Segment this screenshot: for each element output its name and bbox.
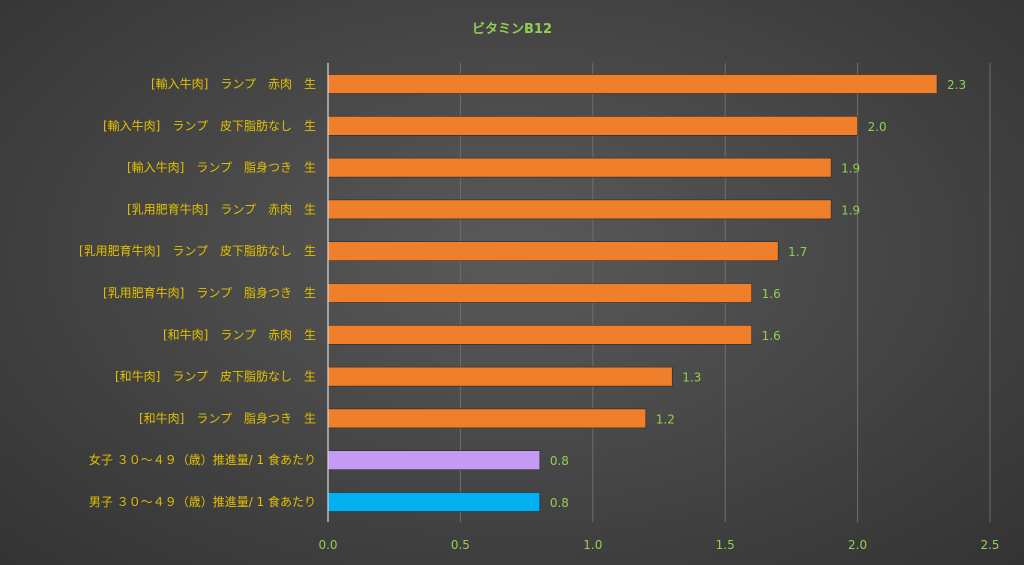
data-label: 0.8 [550,496,569,510]
bars [327,74,938,512]
bar [327,157,832,178]
x-tick-label: 1.5 [716,538,735,552]
data-label: 2.0 [868,120,887,134]
data-label: 0.8 [550,454,569,468]
bar [327,241,779,261]
category-labels: [輸入牛肉] ランプ 赤肉 生 [輸入牛肉] ランプ 皮下脂肪なし 生 [輸入牛肉]… [79,76,316,509]
bar [327,116,858,136]
category-label: [輸入牛肉] ランプ 皮下脂肪なし 生 [103,118,316,133]
data-label: 1.9 [841,203,860,217]
x-axis-ticks: 0.0 0.5 1.0 1.5 2.0 2.5 [318,538,999,552]
bar [327,408,647,429]
data-label: 1.6 [762,287,781,301]
data-label: 1.7 [788,245,807,259]
category-label: [輸入牛肉] ランプ 脂身つき 生 [127,160,316,175]
data-label: 1.2 [656,412,675,426]
category-label: [乳用肥育牛肉] ランプ 皮下脂肪なし 生 [79,243,316,258]
x-tick-label: 1.0 [583,538,602,552]
category-label: [輸入牛肉] ランプ 赤肉 生 [151,76,316,91]
category-label: [乳用肥育牛肉] ランプ 脂身つき 生 [103,285,316,300]
data-label: 2.3 [947,78,966,92]
value-labels: 2.3 2.0 1.9 1.9 1.7 1.6 1.6 1.3 1.2 0.8 0.8 [550,78,966,510]
data-label: 1.9 [841,162,860,176]
bar [327,74,938,94]
data-label: 1.3 [682,371,701,385]
category-label: [和牛肉] ランプ 皮下脂肪なし 生 [115,369,316,384]
bar [327,199,832,220]
category-label: [乳用肥育牛肉] ランプ 赤肉 生 [127,201,316,216]
bar [327,366,673,387]
chart-title: ビタミンB12 [472,21,552,37]
category-label: [和牛肉] ランプ 赤肉 生 [163,327,316,342]
category-label: 男子 ３０～４９（歳）推進量/ 1 食あたり [89,494,316,509]
bar [327,283,752,303]
x-tick-label: 0.5 [451,538,470,552]
bar [327,324,752,345]
x-tick-label: 2.0 [848,538,867,552]
x-tick-label: 2.5 [980,538,999,552]
category-label: 女子 ３０～４９（歳）推進量/ 1 食あたり [89,452,316,467]
bar [327,450,541,471]
x-tick-label: 0.0 [318,538,337,552]
bar [327,492,541,512]
data-label: 1.6 [762,329,781,343]
category-label: [和牛肉] ランプ 脂身つき 生 [139,410,316,425]
